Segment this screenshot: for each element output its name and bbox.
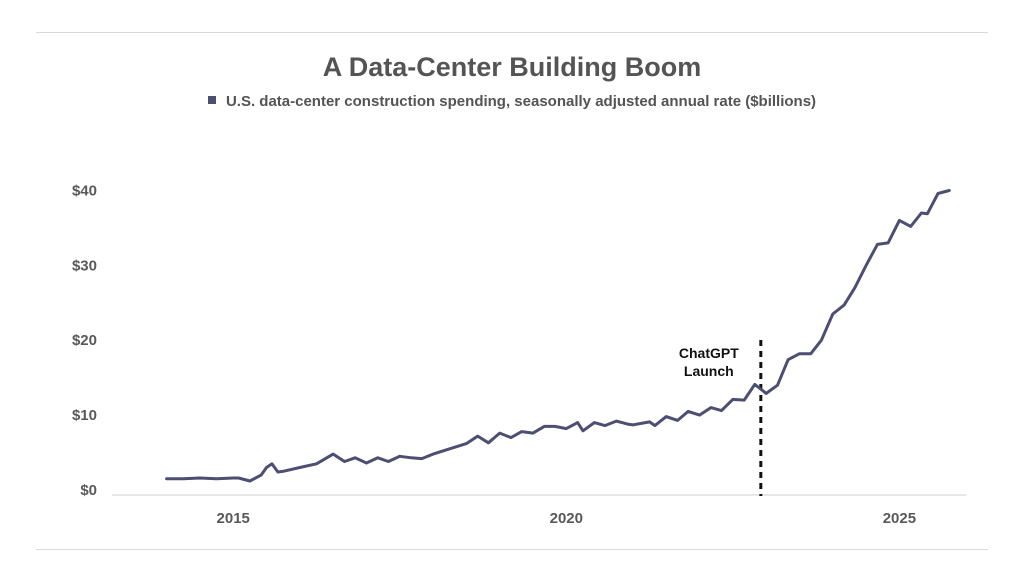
y-tick-label: $30 xyxy=(72,257,97,274)
chart-title: A Data-Center Building Boom xyxy=(322,52,702,82)
annotation-launch: Launch xyxy=(684,363,734,379)
x-tick-label: 2020 xyxy=(550,510,583,527)
series-line-construction-spending xyxy=(165,189,951,483)
bottom-divider xyxy=(36,549,988,550)
annotation-chatgpt: ChatGPT xyxy=(679,345,739,361)
legend-swatch xyxy=(207,96,216,104)
legend-label: U.S. data-center construction spending, … xyxy=(225,93,817,110)
x-axis-ticks: 2015 2020 2025 xyxy=(217,510,917,527)
y-tick-label: $10 xyxy=(72,407,97,424)
top-divider xyxy=(36,32,988,33)
y-tick-label: $20 xyxy=(72,332,97,349)
x-tick-label: 2015 xyxy=(217,510,250,527)
legend: U.S. data-center construction spending, … xyxy=(0,93,1024,110)
y-axis-ticks: $0 $10 $20 $30 $40 xyxy=(72,182,97,499)
x-tick-label: 2025 xyxy=(883,510,916,527)
y-tick-label: $40 xyxy=(72,182,97,199)
y-tick-label: $0 xyxy=(80,482,97,499)
